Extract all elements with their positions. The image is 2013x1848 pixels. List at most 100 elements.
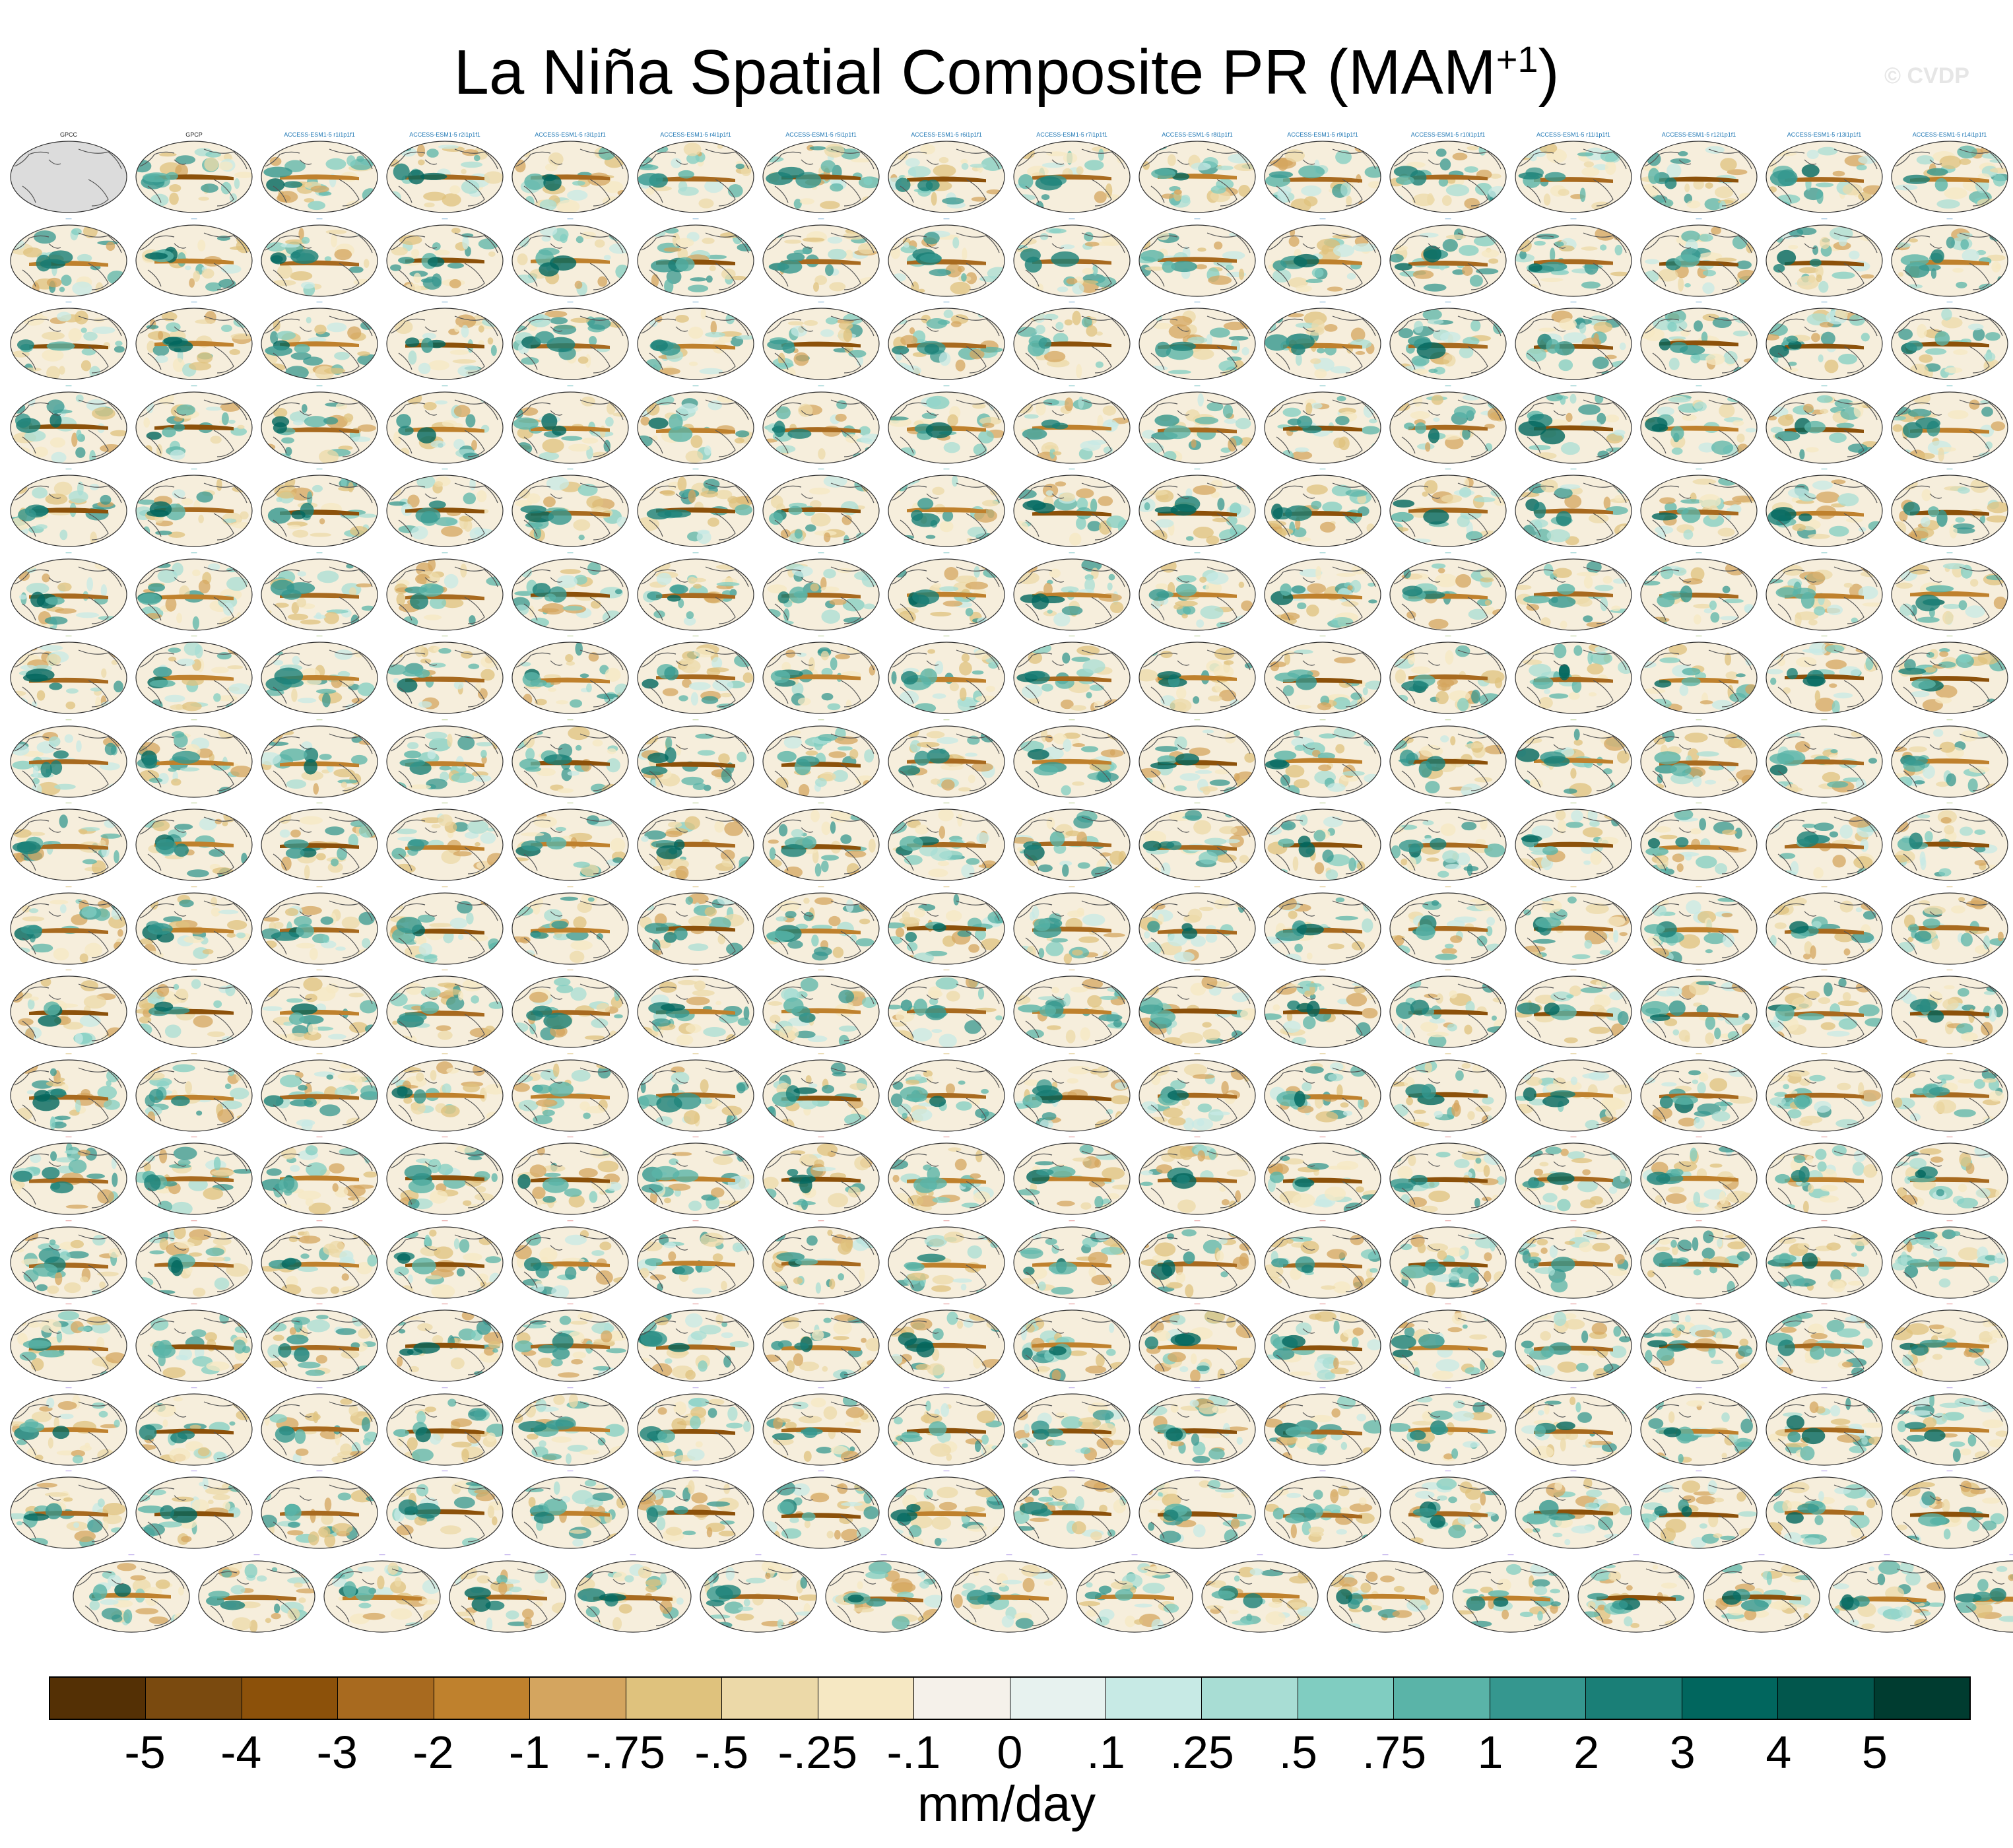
panel-title: GPCC: [59, 131, 77, 138]
panel-title: ACCESS-ESM1-5 r14i1p1f1: [1912, 131, 1987, 138]
panel-map: [1013, 391, 1131, 464]
panel-map: [386, 558, 504, 631]
composite-panel: —: [887, 1384, 1006, 1467]
panel-title: —: [630, 1550, 636, 1558]
panel-map: [700, 1560, 817, 1633]
composite-panel: —: [887, 549, 1006, 632]
panel-title: —: [1069, 632, 1075, 639]
panel-map: [386, 308, 504, 380]
panel-map: [10, 558, 127, 631]
panel-title: —: [1570, 966, 1577, 973]
composite-panel: —: [9, 966, 128, 1049]
composite-panel: ACCESS-ESM1-5 r3i1p1f1: [511, 131, 630, 214]
panel-map: [512, 892, 629, 965]
panel-title: —: [567, 298, 574, 305]
composite-panel: —: [1890, 883, 2009, 966]
composite-panel: —: [1514, 716, 1633, 799]
panel-title: —: [316, 966, 323, 973]
colorbar-swatch: [242, 1678, 339, 1719]
panel-title: —: [1946, 1467, 1953, 1474]
panel-map: [637, 1226, 754, 1299]
composite-panel: —: [260, 966, 379, 1049]
composite-panel: —: [260, 632, 379, 715]
panel-title: —: [1069, 1049, 1075, 1057]
colorbar-swatch: [530, 1678, 626, 1719]
panel-title: —: [1319, 1467, 1326, 1474]
panel-title: —: [1821, 1216, 1828, 1224]
panel-map: [1389, 558, 1507, 631]
panel-title: —: [1821, 1049, 1828, 1057]
composite-panel: —: [9, 465, 128, 548]
panel-title: —: [1194, 1049, 1201, 1057]
panel-map: [1703, 1560, 1820, 1633]
composite-panel: —: [1263, 1384, 1382, 1467]
composite-panel: —: [1639, 966, 1758, 1049]
panel-title: —: [943, 1467, 950, 1474]
panel-map: [135, 1393, 253, 1466]
panel-map: [762, 975, 880, 1048]
panel-title: —: [1445, 548, 1451, 556]
panel-map: [1264, 808, 1381, 881]
panel-title: —: [1570, 214, 1577, 222]
panel-title: —: [1194, 465, 1201, 472]
panel-title: —: [1696, 1300, 1702, 1307]
panel-title: —: [1570, 1300, 1577, 1307]
panel-map: [261, 1226, 378, 1299]
panel-title: ACCESS-ESM1-5 r13i1p1f1: [1787, 131, 1862, 138]
panel-title: —: [692, 548, 699, 556]
panel-title: —: [692, 1049, 699, 1057]
composite-panel: —: [1263, 1467, 1382, 1550]
panel-title: —: [943, 1133, 950, 1140]
composite-panel: —: [762, 883, 880, 966]
panel-title: —: [65, 1049, 72, 1057]
panel-title: —: [1319, 465, 1326, 472]
panel-title: —: [65, 799, 72, 806]
composite-panel: —: [887, 382, 1006, 465]
composite-panel: —: [511, 1300, 630, 1383]
panel-map: [386, 725, 504, 798]
composite-panel: —: [762, 1217, 880, 1300]
panel-map: [1515, 1226, 1632, 1299]
panel-title: —: [191, 1467, 197, 1474]
composite-panel: —: [636, 215, 755, 298]
panel-title: —: [1006, 1550, 1012, 1558]
composite-panel: —: [636, 716, 755, 799]
composite-panel: —: [887, 716, 1006, 799]
panel-title: —: [1696, 715, 1702, 723]
panel-map: [1389, 391, 1507, 464]
panel-map: [1138, 1059, 1256, 1132]
panel-map: [1013, 475, 1131, 547]
composite-panel: —: [1201, 1551, 1319, 1634]
panel-title: —: [191, 465, 197, 472]
panel-title: —: [442, 715, 448, 723]
panel-title: ACCESS-ESM1-5 r9i1p1f1: [1287, 131, 1358, 138]
composite-panel: —: [385, 1133, 504, 1216]
colorbar-tick-label: 0: [997, 1727, 1023, 1778]
panel-title: —: [1570, 381, 1577, 389]
panel-map: [762, 725, 880, 798]
panel-map: [10, 1226, 127, 1299]
panel-title: —: [943, 465, 950, 472]
panel-title: —: [1069, 298, 1075, 305]
composite-panel: —: [1890, 632, 2009, 715]
panel-title: —: [191, 715, 197, 723]
composite-panel: —: [385, 549, 504, 632]
composite-panel: —: [1012, 1384, 1131, 1467]
panel-title: —: [1319, 1216, 1326, 1224]
panel-title: —: [567, 882, 574, 890]
panel-map: [762, 141, 880, 213]
panel-title: —: [442, 882, 448, 890]
composite-panel: —: [636, 1217, 755, 1300]
panel-title: —: [1821, 882, 1828, 890]
panel-title: —: [943, 1300, 950, 1307]
panel-map: [1013, 141, 1131, 213]
composite-panel: ACCESS-ESM1-5 r10i1p1f1: [1389, 131, 1507, 214]
panel-title: —: [65, 214, 72, 222]
panel-map: [888, 1309, 1005, 1382]
composite-panel: —: [1765, 799, 1884, 882]
title-text: La Niña Spatial Composite PR (MAM: [453, 37, 1496, 108]
panel-map: [888, 558, 1005, 631]
panel-title: —: [692, 1300, 699, 1307]
composite-panel: —: [385, 298, 504, 381]
panel-map: [1515, 475, 1632, 547]
